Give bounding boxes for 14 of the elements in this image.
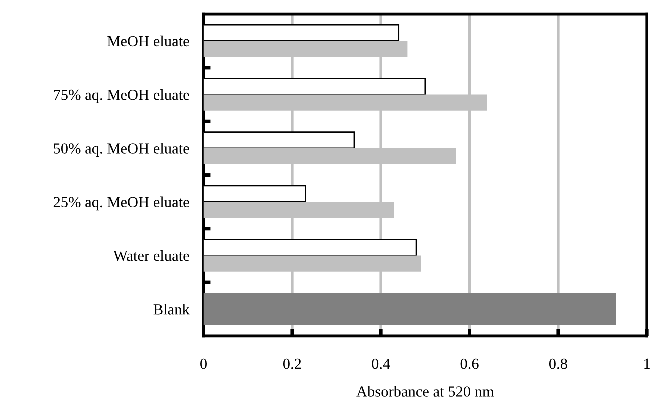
x-tick-label: 0.6 — [460, 358, 479, 370]
y-tick-label: Blank — [154, 304, 190, 315]
y-tick-label: Water eluate — [114, 250, 190, 262]
y-tick-label: MeOH eluate — [108, 36, 190, 47]
x-tick-label: 0.2 — [283, 358, 302, 370]
x-axis-title: Absorbance at 520 nm — [356, 386, 494, 397]
x-tick-label: 0.4 — [372, 358, 390, 370]
x-tick-label: 0.8 — [549, 358, 568, 370]
x-tick-label: 0 — [200, 358, 207, 370]
bar — [204, 293, 616, 326]
x-tick-label: 1 — [644, 358, 650, 370]
y-tick-label: 75% aq. MeOH eluate — [54, 89, 190, 104]
y-tick-label: 25% aq. MeOH eluate — [54, 196, 190, 211]
y-tick-label: 50% aq. MeOH eluate — [54, 143, 190, 157]
